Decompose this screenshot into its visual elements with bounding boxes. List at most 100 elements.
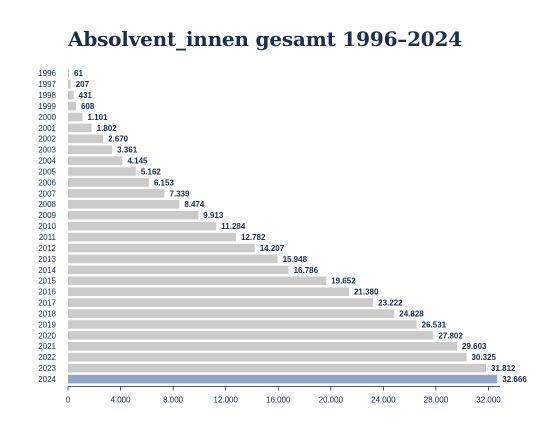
x-tick-label-32000: 32.000 bbox=[476, 395, 501, 404]
bar-2000 bbox=[68, 112, 83, 122]
bar-1998 bbox=[68, 90, 74, 100]
bar-2015 bbox=[68, 276, 327, 286]
value-label-2024: 32.666 bbox=[502, 375, 527, 384]
year-label-1996: 1996 bbox=[38, 69, 56, 78]
year-label-2007: 2007 bbox=[38, 189, 56, 198]
value-label-2010: 11.284 bbox=[221, 222, 246, 231]
value-label-2023: 31.812 bbox=[491, 364, 516, 373]
value-label-2008: 8.474 bbox=[184, 200, 205, 209]
bar-2002 bbox=[68, 134, 104, 144]
value-label-2017: 23.222 bbox=[378, 299, 403, 308]
value-labels-group: 61 207 431 608 1.101 1.802 2.670 3.361 4.1455.16… bbox=[74, 69, 527, 384]
bar-1999 bbox=[68, 101, 76, 111]
year-label-2015: 2015 bbox=[38, 277, 56, 286]
year-label-2001: 2001 bbox=[38, 124, 56, 133]
value-label-2001: 1.802 bbox=[97, 124, 118, 133]
year-label-2020: 2020 bbox=[38, 331, 56, 340]
bar-2023 bbox=[68, 363, 487, 373]
bar-2009 bbox=[68, 210, 199, 220]
year-label-2018: 2018 bbox=[38, 309, 56, 318]
x-axis: 0 4.000 8.000 12.000 16.000 20.000 24.000 28.00… bbox=[66, 385, 501, 404]
bar-2021 bbox=[68, 342, 457, 351]
year-label-2014: 2014 bbox=[38, 266, 56, 275]
year-label-2017: 2017 bbox=[38, 299, 56, 308]
value-label-2011: 12.782 bbox=[241, 233, 266, 242]
bar-2008 bbox=[68, 200, 180, 209]
bar-2024 bbox=[68, 374, 498, 384]
value-label-2019: 26.531 bbox=[422, 320, 447, 329]
value-label-2012: 14.207 bbox=[260, 244, 285, 253]
value-label-1996: 61 bbox=[74, 69, 83, 78]
bar-2004 bbox=[68, 156, 123, 165]
value-label-2015: 19.652 bbox=[331, 277, 356, 286]
value-label-2013: 15.948 bbox=[283, 255, 308, 264]
value-label-2016: 21.380 bbox=[354, 288, 379, 297]
x-tick-label-20000: 20.000 bbox=[319, 395, 344, 404]
year-label-2006: 2006 bbox=[38, 178, 56, 187]
value-label-2000: 1.101 bbox=[87, 113, 108, 122]
year-label-2002: 2002 bbox=[38, 135, 56, 144]
x-tick-label-24000: 24.000 bbox=[371, 395, 396, 404]
year-label-2022: 2022 bbox=[38, 353, 56, 362]
x-tick-label-28000: 28.000 bbox=[424, 395, 449, 404]
bar-2011 bbox=[68, 232, 236, 242]
bar-2005 bbox=[68, 167, 136, 176]
value-label-2004: 4.145 bbox=[127, 157, 148, 166]
value-label-2014: 16.786 bbox=[294, 266, 319, 275]
year-labels-group: 1996 1997 1998 1999 2000 2001 2002 2003 20042005… bbox=[38, 69, 56, 384]
year-label-1997: 1997 bbox=[38, 80, 56, 89]
x-tick-label-12000: 12.000 bbox=[213, 395, 238, 404]
x-tick-label-4000: 4.000 bbox=[111, 395, 132, 404]
value-label-2022: 30.325 bbox=[471, 353, 496, 362]
value-label-2018: 24.828 bbox=[399, 309, 424, 318]
year-label-2013: 2013 bbox=[38, 255, 56, 264]
x-tick-label-8000: 8.000 bbox=[163, 395, 184, 404]
bar-2006 bbox=[68, 178, 149, 187]
value-label-1997: 207 bbox=[76, 80, 90, 89]
value-label-2005: 5.162 bbox=[141, 167, 162, 176]
value-label-1999: 608 bbox=[81, 102, 95, 111]
x-tick-label-0: 0 bbox=[66, 395, 71, 404]
value-label-1998: 431 bbox=[79, 91, 93, 100]
year-label-2012: 2012 bbox=[38, 244, 56, 253]
bars-group bbox=[68, 69, 498, 384]
value-label-2007: 7.339 bbox=[169, 189, 190, 198]
value-label-2002: 2.670 bbox=[108, 135, 129, 144]
bar-2001 bbox=[68, 123, 92, 133]
year-label-2019: 2019 bbox=[38, 320, 56, 329]
year-label-2000: 2000 bbox=[38, 113, 56, 122]
bar-1997 bbox=[68, 79, 71, 89]
chart-title: Absolvent_innen gesamt 1996–2024 bbox=[68, 27, 462, 51]
year-label-2023: 2023 bbox=[38, 364, 56, 373]
year-label-2024: 2024 bbox=[38, 375, 56, 384]
year-label-1998: 1998 bbox=[38, 91, 56, 100]
bar-2019 bbox=[68, 320, 417, 329]
year-label-2021: 2021 bbox=[38, 342, 56, 351]
value-label-2006: 6.153 bbox=[154, 178, 175, 187]
bar-2014 bbox=[68, 265, 289, 275]
value-label-2020: 27.802 bbox=[438, 331, 463, 340]
value-label-2021: 29.603 bbox=[462, 342, 487, 351]
value-label-2009: 9.913 bbox=[203, 211, 224, 220]
bar-2013 bbox=[68, 254, 278, 264]
year-label-2011: 2011 bbox=[39, 233, 57, 242]
bar-2022 bbox=[68, 352, 467, 362]
bar-2018 bbox=[68, 309, 395, 318]
year-label-2003: 2003 bbox=[38, 146, 56, 155]
bar-2017 bbox=[68, 298, 374, 307]
year-label-2004: 2004 bbox=[38, 157, 56, 166]
x-tick-label-16000: 16.000 bbox=[266, 395, 291, 404]
year-label-2005: 2005 bbox=[38, 167, 56, 176]
bar-2010 bbox=[68, 221, 217, 231]
bar-2016 bbox=[68, 287, 349, 296]
year-label-2009: 2009 bbox=[38, 211, 56, 220]
bar-2020 bbox=[68, 331, 434, 340]
bar-2012 bbox=[68, 243, 255, 253]
year-label-2016: 2016 bbox=[38, 288, 56, 297]
year-label-2010: 2010 bbox=[38, 222, 56, 231]
year-label-2008: 2008 bbox=[38, 200, 56, 209]
bar-2003 bbox=[68, 145, 113, 155]
bar-1996 bbox=[68, 69, 69, 78]
year-label-1999: 1999 bbox=[38, 102, 56, 111]
